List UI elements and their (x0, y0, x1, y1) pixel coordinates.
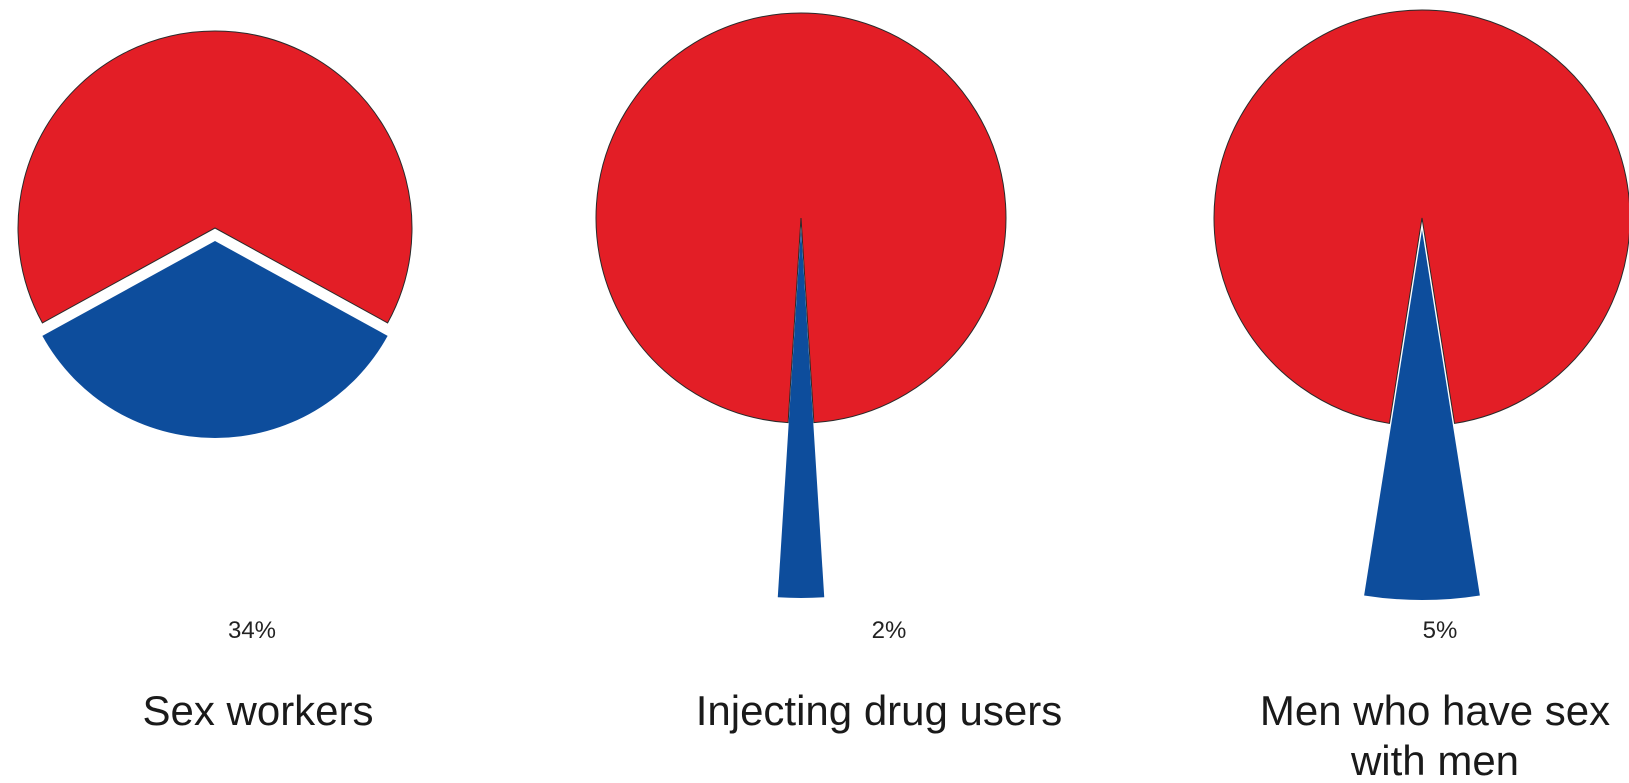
pie-injecting-drug-users-value-label: 2% (872, 617, 907, 644)
pie-sex-workers: 34% Sex workers (17, 30, 413, 734)
pie-men-who-have-sex-with-men-value-label: 5% (1423, 617, 1458, 644)
pie-men-who-have-sex-with-men-highlight-slice (1364, 230, 1480, 600)
pie-injecting-drug-users-highlight-slice (777, 228, 825, 599)
pie-sex-workers-highlight-slice (42, 241, 388, 438)
pie-sex-workers-category-label: Sex workers (142, 687, 373, 734)
pie-men-who-have-sex-with-men-main-slice (1213, 9, 1629, 425)
pie-injecting-drug-users-main-slice (595, 12, 1007, 424)
pie-men-who-have-sex-with-men: 5% Men who have sex with men (1213, 9, 1629, 783)
pie-injecting-drug-users: 2% Injecting drug users (595, 12, 1063, 734)
pie-sex-workers-main-slice (17, 30, 413, 324)
pie-men-who-have-sex-with-men-category-label-line2: with men (1350, 737, 1519, 783)
pie-sex-workers-value-label: 34% (228, 617, 276, 644)
pie-men-who-have-sex-with-men-category-label-line1: Men who have sex (1260, 687, 1610, 734)
pie-injecting-drug-users-category-label: Injecting drug users (696, 687, 1063, 734)
